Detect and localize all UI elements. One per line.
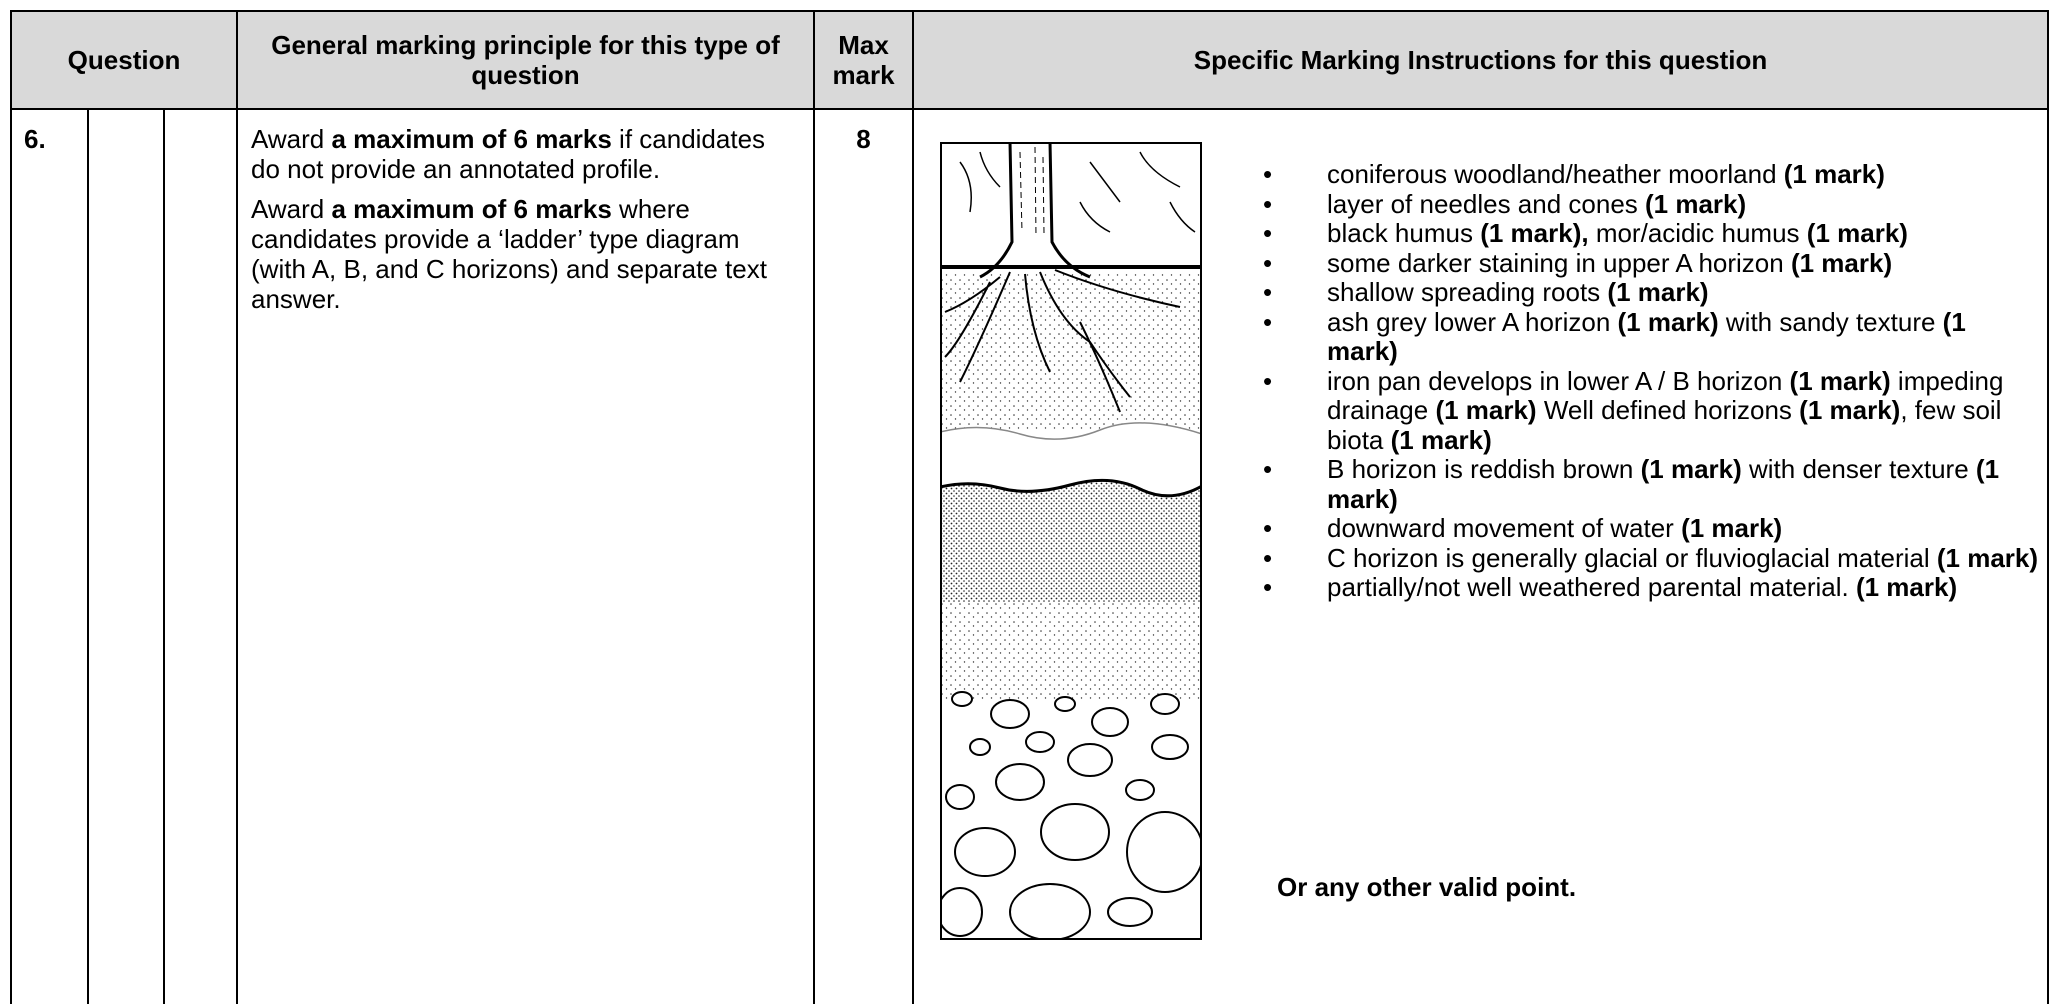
text: C horizon is generally glacial or fluvio… [1327, 542, 1937, 573]
bullet-item: iron pan develops in lower A / B horizon… [1263, 365, 2042, 456]
text: impeding drainage [1327, 365, 2004, 425]
bold-text: (1 mark) [1789, 365, 1891, 396]
text: Well defined horizons [1536, 395, 1800, 425]
bold-text: (1 mark) [1607, 277, 1709, 307]
text: iron pan develops in lower A / B horizon [1327, 365, 1790, 396]
bullet-item: C horizon is generally glacial or fluvio… [1263, 542, 2042, 574]
sub-cell [162, 108, 239, 1004]
page-body: Question General marking principle for t… [0, 0, 2057, 979]
bold-text: (1 mark) [1783, 159, 1885, 189]
principle-paragraph: Award a maximum of 6 marks if candidates… [251, 124, 799, 184]
bullet-item: shallow spreading roots (1 mark) [1263, 277, 2042, 308]
bold-text: (1 mark) [1645, 188, 1747, 219]
bullet-item: black humus (1 mark), mor/acidic humus (… [1263, 218, 2042, 249]
lower-b-horizon [941, 602, 1202, 702]
bullet-item: ash grey lower A horizon (1 mark) with s… [1263, 306, 2042, 367]
bold-text: (1 mark), [1480, 218, 1589, 248]
bold-text: (1 mark) [1799, 395, 1901, 425]
bold-text: (1 mark) [1435, 395, 1537, 425]
bullet-item: layer of needles and cones (1 mark) [1263, 188, 2042, 220]
upper-a-horizon [941, 272, 1202, 432]
page: {"header": {"question": "Question", "pri… [0, 0, 2057, 979]
header-max-mark: Max mark [813, 10, 915, 110]
bullet-item: some darker staining in upper A horizon … [1263, 247, 2042, 279]
text: where candidates provide a ‘ladder’ type… [251, 194, 767, 314]
bold-text: (1 mark) [1855, 572, 1958, 602]
text: Award [251, 124, 332, 154]
bullet-item: B horizon is reddish brown (1 mark) with… [1263, 454, 2042, 514]
bold-text: (1 mark) [1806, 218, 1908, 248]
sub-cell [87, 108, 165, 1004]
profile-layers [941, 143, 1202, 939]
bold-text: (1 mark) [1681, 513, 1783, 543]
bullet-list: coniferous woodland/heather moorland (1 … [1262, 159, 2042, 603]
bold-text: (1 mark) [1617, 306, 1719, 337]
text: coniferous woodland/heather moorland [1327, 159, 1784, 189]
closing-note: Or any other valid point. [1277, 872, 1577, 902]
bold-text: (1 mark) [1390, 424, 1492, 455]
text: shallow spreading roots [1327, 277, 1608, 307]
bullet-item: coniferous woodland/heather moorland (1 … [1263, 159, 2042, 190]
ash-boundary [941, 422, 1202, 440]
max-mark: 8 [813, 108, 915, 1004]
bold-text: a maximum of 6 marks [331, 124, 612, 154]
text: downward movement of water [1327, 513, 1682, 543]
text: with sandy texture [1718, 306, 1943, 337]
text: Award [251, 194, 332, 224]
profile-frame [940, 142, 1203, 940]
principle-paragraph: Award a maximum of 6 marks where candida… [251, 194, 799, 314]
header-question: Question [9, 10, 239, 110]
bold-text: (1 mark) [1936, 542, 2039, 573]
header-principle: General marking principle for this type … [236, 10, 816, 110]
text: mor/acidic humus [1588, 218, 1807, 248]
iron-pan [941, 478, 1202, 498]
b-horizon [941, 480, 1202, 602]
bold-text: (1 mark) [1790, 247, 1893, 278]
text: layer of needles and cones [1327, 188, 1646, 219]
text: black humus [1327, 218, 1481, 248]
text: B horizon is reddish brown [1327, 454, 1641, 484]
bold-text: (1 mark) [1327, 454, 2000, 514]
bold-text: (1 mark) [1640, 454, 1742, 484]
bullet-item: downward movement of water (1 mark) [1263, 513, 2042, 544]
marking-table: Question General marking principle for t… [9, 10, 2050, 1004]
tree [941, 143, 1202, 413]
question-row: 6. Award a maximum of 6 marks if candida… [10, 108, 2050, 1004]
ash-band [941, 422, 1202, 487]
question-number: 6. [10, 108, 89, 1004]
soil-profile-diagram [940, 142, 1203, 940]
text: ash grey lower A horizon [1327, 306, 1618, 337]
c-horizon-stones [941, 691, 1202, 939]
text: some darker staining in upper A horizon [1327, 247, 1791, 278]
principle-cell: Award a maximum of 6 marks if candidates… [236, 108, 816, 1004]
header-instructions: Specific Marking Instructions for this q… [912, 10, 2050, 110]
text: with denser texture [1741, 454, 1976, 484]
bullet-item: partially/not well weathered parental ma… [1263, 572, 2042, 603]
instructions-cell: coniferous woodland/heather moorland (1 … [912, 108, 2050, 1004]
bold-text: a maximum of 6 marks [331, 194, 612, 224]
header-row: Question General marking principle for t… [9, 10, 2050, 110]
text: if candidates do not provide an annotate… [251, 124, 766, 184]
bold-text: (1 mark) [1327, 306, 1966, 366]
text: , few soil biota [1327, 395, 2002, 455]
text: partially/not well weathered parental ma… [1327, 572, 1856, 602]
